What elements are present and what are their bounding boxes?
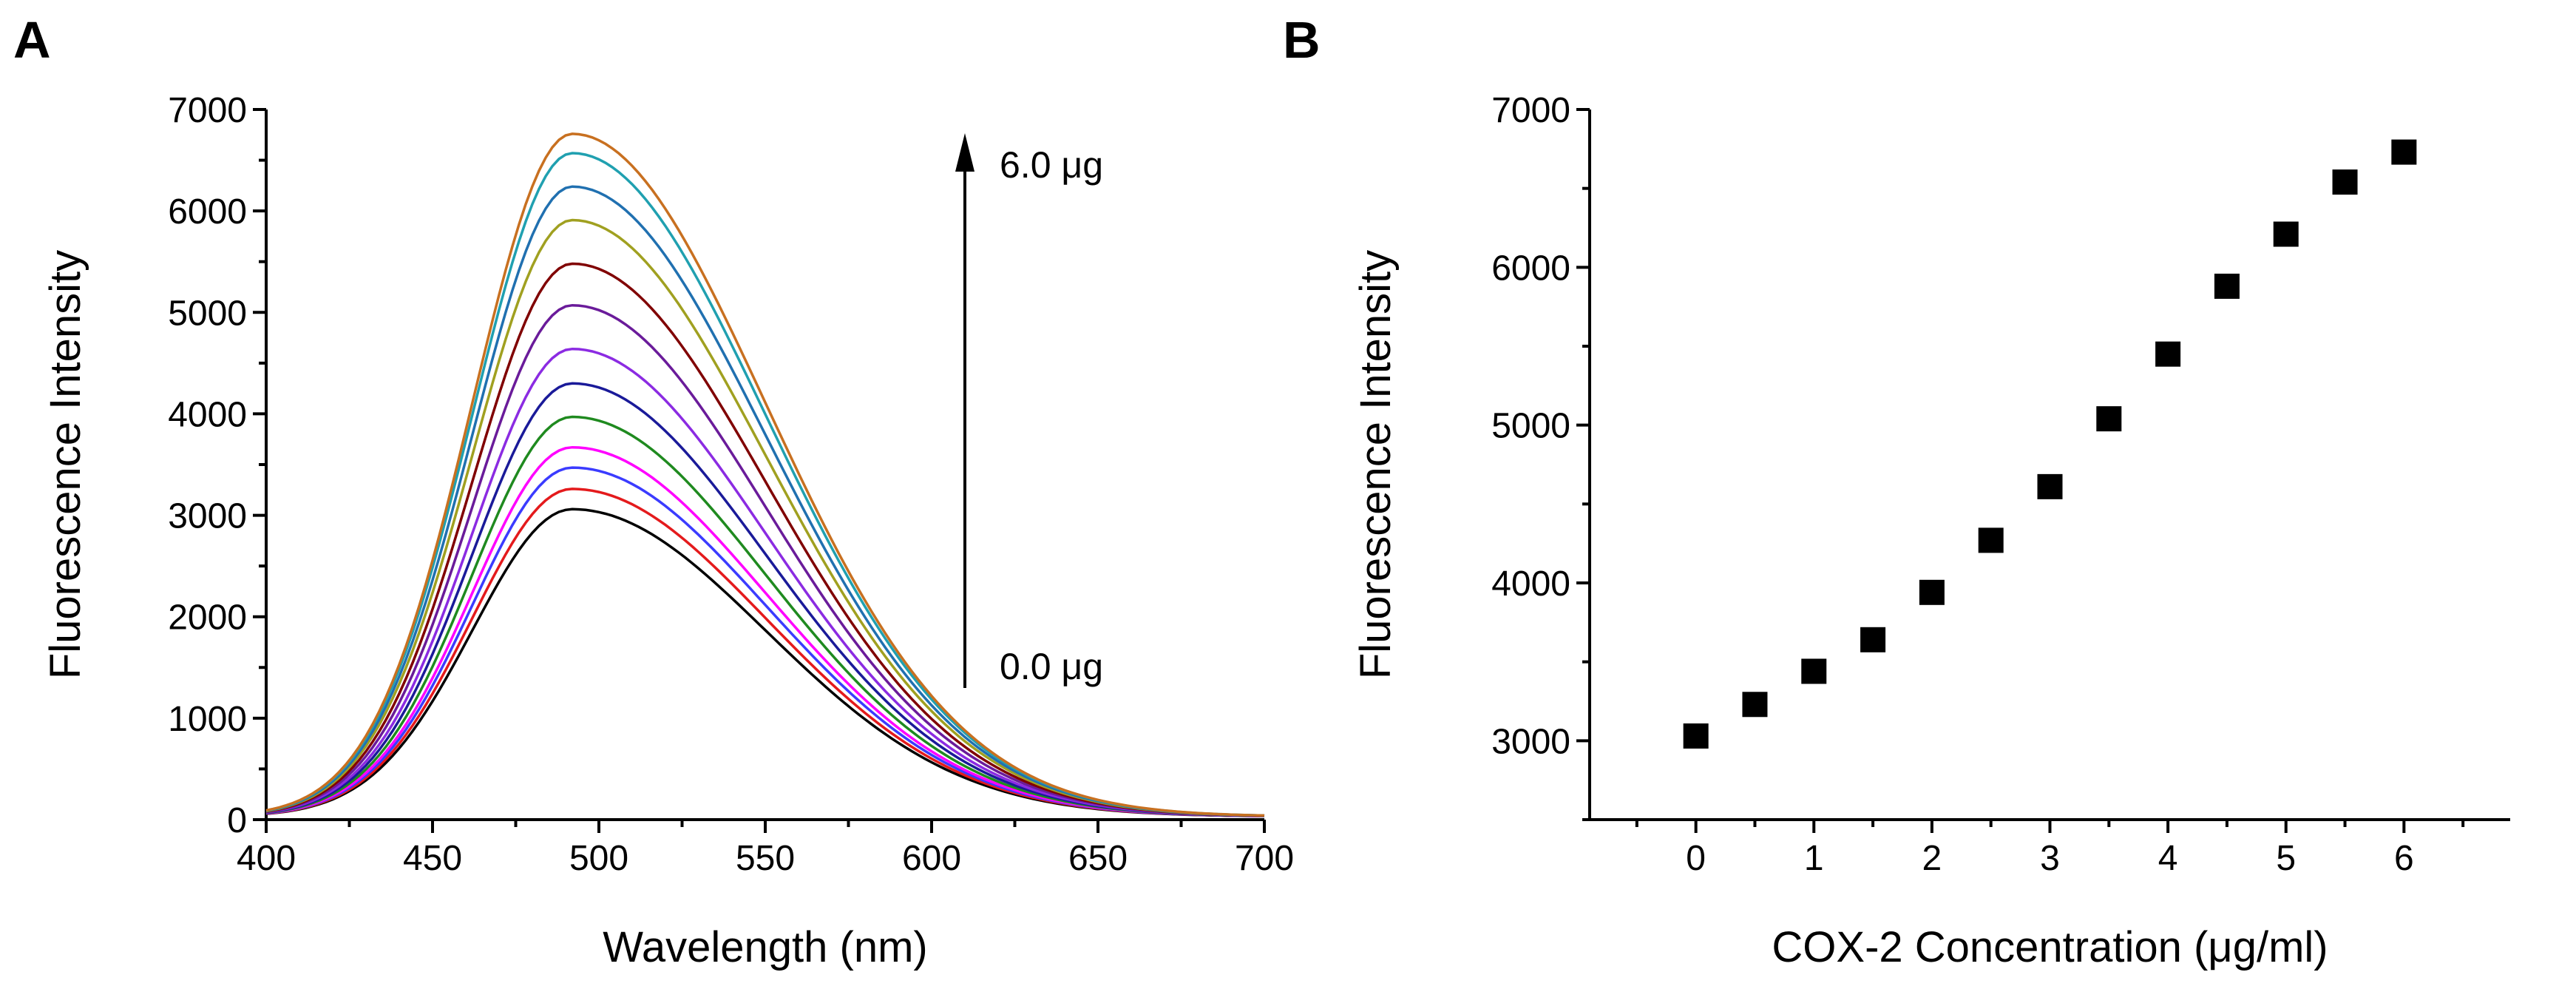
- x-tick-label: 400: [237, 839, 296, 878]
- y-tick-label: 2000: [168, 598, 247, 638]
- data-point: [1742, 692, 1768, 718]
- data-point: [1978, 527, 2004, 553]
- series-line: [265, 132, 1265, 817]
- y-tick-label: 4000: [168, 395, 247, 434]
- x-tick-label: 700: [1235, 839, 1294, 878]
- data-point: [2155, 341, 2181, 367]
- y-tick-label: 7000: [1491, 91, 1570, 130]
- data-point: [2037, 473, 2063, 499]
- x-tick-label: 5: [2276, 839, 2296, 878]
- x-tick-label: 0: [1686, 839, 1706, 878]
- y-axis-label: Fluorescence Intensity: [1352, 250, 1400, 679]
- y-tick-label: 3000: [168, 497, 247, 536]
- y-tick-label: 3000: [1491, 722, 1570, 761]
- panel-a-letter: A: [13, 11, 51, 69]
- arrow-up-icon: [955, 133, 975, 172]
- data-point: [1801, 658, 1827, 684]
- y-tick-label: 0: [227, 801, 247, 840]
- x-tick-label: 500: [569, 839, 628, 878]
- series-line: [265, 262, 1265, 817]
- series-line: [265, 303, 1265, 817]
- x-tick-label: 600: [902, 839, 961, 878]
- x-axis-label: Wavelength (nm): [603, 923, 927, 971]
- x-tick-label: 4: [2158, 839, 2178, 878]
- x-tick-label: 6: [2394, 839, 2414, 878]
- y-tick-label: 5000: [1491, 407, 1570, 446]
- x-tick-label: 3: [2040, 839, 2060, 878]
- x-tick-label: 650: [1068, 839, 1128, 878]
- x-tick-label: 450: [403, 839, 462, 878]
- series-line: [265, 347, 1265, 817]
- annotation-top: 6.0 μg: [1000, 144, 1103, 186]
- y-tick-label: 6000: [1491, 249, 1570, 288]
- y-tick-label: 7000: [168, 91, 247, 130]
- y-axis-label: Fluorescence Intensity: [41, 250, 89, 679]
- x-tick-label: 2: [1922, 839, 1942, 878]
- panel-b-letter: B: [1283, 11, 1321, 69]
- data-point: [2273, 221, 2299, 247]
- x-tick-label: 1: [1804, 839, 1824, 878]
- series-line: [265, 382, 1265, 817]
- y-tick-label: 4000: [1491, 564, 1570, 604]
- x-axis-label: COX-2 Concentration (μg/ml): [1772, 923, 2328, 971]
- annotation-bottom: 0.0 μg: [1000, 646, 1103, 687]
- data-point: [1860, 627, 1886, 652]
- x-tick-label: 550: [736, 839, 795, 878]
- y-tick-label: 5000: [168, 294, 247, 333]
- y-tick-label: 1000: [168, 700, 247, 739]
- data-point: [2214, 273, 2240, 299]
- y-tick-label: 6000: [168, 192, 247, 232]
- data-point: [1683, 723, 1709, 749]
- data-point: [2332, 169, 2358, 195]
- panel-a-chart: 400 450 500 550 600 650 7000100020003000400050…: [41, 91, 1294, 971]
- data-point: [2391, 139, 2417, 165]
- data-point: [1919, 579, 1945, 605]
- data-point: [2096, 406, 2122, 432]
- panel-b-chart: 0 1 2 3 4 5 6 3000 4000 5000 6000 7000 Fluorescence …: [1352, 91, 2510, 971]
